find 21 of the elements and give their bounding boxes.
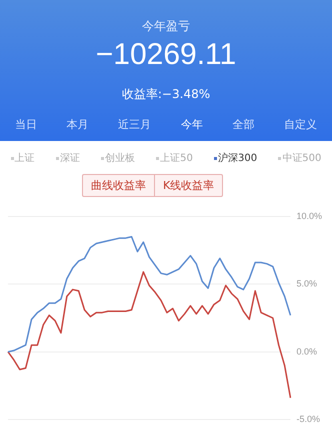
y-tick-label: -5.0% bbox=[296, 414, 320, 424]
text: 收益率:−3.48% bbox=[120, 86, 212, 103]
y-tick-label: 5.0% bbox=[296, 278, 317, 289]
text: 中证500 bbox=[281, 152, 322, 165]
text: 今年 bbox=[180, 117, 203, 132]
text: 全部 bbox=[232, 117, 254, 132]
text: 上证 bbox=[14, 152, 35, 165]
text: 本月 bbox=[66, 117, 88, 132]
text: 创业板 bbox=[104, 152, 135, 165]
text: 当日 bbox=[14, 117, 37, 132]
text: 深证 bbox=[58, 152, 80, 165]
text: 上证50 bbox=[159, 152, 193, 165]
text: K线收益率 bbox=[154, 175, 222, 196]
text: 沪深300 bbox=[217, 152, 258, 165]
text: 曲线收益率 bbox=[90, 178, 147, 194]
chart-title: 今年盈亏 bbox=[141, 18, 191, 35]
y-tick-label: 0.0% bbox=[296, 346, 317, 356]
text: 自定义 bbox=[284, 117, 318, 132]
chart-subtitle: −10269.11 bbox=[94, 38, 238, 72]
y-tick-label: 10.0% bbox=[296, 210, 322, 221]
text: 近三月 bbox=[118, 117, 152, 132]
